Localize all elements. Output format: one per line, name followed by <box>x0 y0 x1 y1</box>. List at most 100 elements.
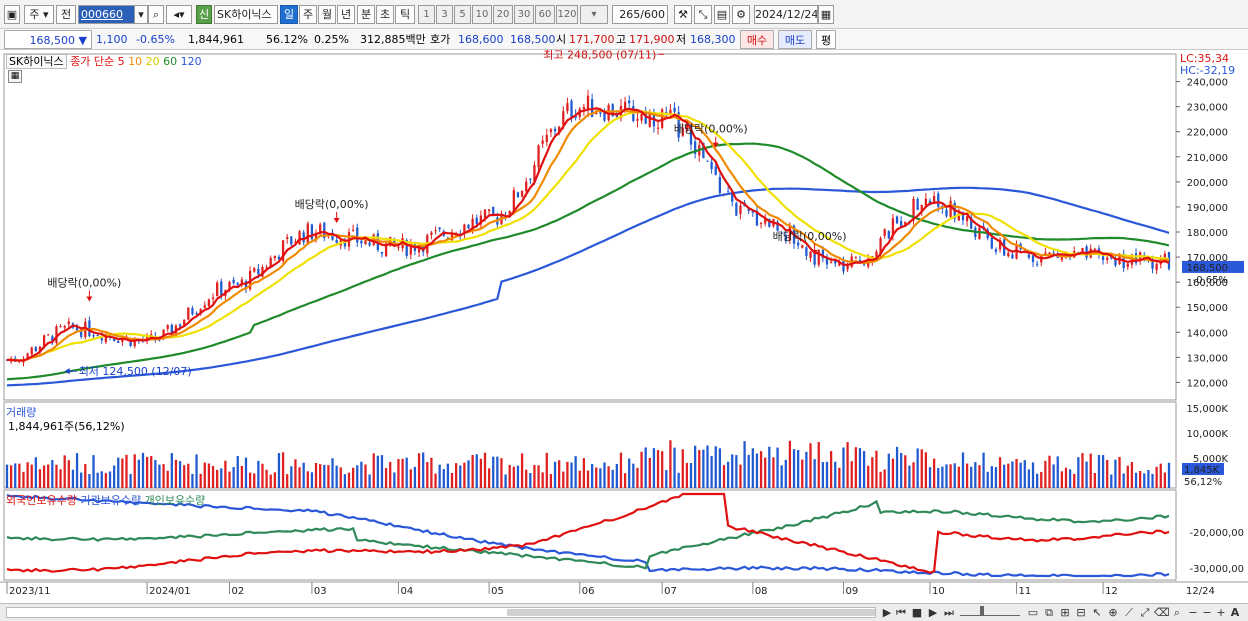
volume-bar <box>780 465 783 488</box>
interval-30[interactable]: 30 <box>514 5 534 24</box>
period-tick[interactable]: 틱 <box>395 5 415 24</box>
layout-4-icon[interactable]: ⊟ <box>1076 606 1086 619</box>
volume-bar <box>1040 471 1043 488</box>
code-dropdown-icon[interactable]: ▾ <box>134 5 148 24</box>
interval-input[interactable]: ▾ <box>580 5 608 24</box>
volume-bar <box>792 449 796 488</box>
holdings-y-tick: -20,000,00 <box>1189 528 1244 539</box>
buy-button[interactable]: 매수 <box>740 30 774 49</box>
volume-bar <box>949 464 952 488</box>
chart-area[interactable]: 240,000 230,000 220,000 210,000 200,000 190,0… <box>0 50 1248 603</box>
stop-icon[interactable]: ■ <box>911 606 923 619</box>
period-minute[interactable]: 분 <box>357 5 375 24</box>
zoom-slider-handle[interactable] <box>980 606 984 616</box>
volume-bar <box>599 468 602 488</box>
volume-bar <box>434 473 437 488</box>
volume-value: 1,844,961 <box>188 33 244 46</box>
volume-bar <box>294 459 297 488</box>
zoom-slider[interactable] <box>960 606 1020 616</box>
volume-bar <box>397 459 400 488</box>
candle-body <box>965 216 969 222</box>
forward-icon[interactable]: ⏭ <box>944 606 954 619</box>
draw-icon[interactable]: ⤡ <box>694 5 712 24</box>
layout-3-icon[interactable]: ⊞ <box>1060 606 1070 619</box>
play-icon[interactable]: ▶ <box>928 606 938 619</box>
volume-bar <box>862 451 866 488</box>
candle-body <box>1052 252 1055 254</box>
rewind-icon[interactable]: ⏮ <box>896 606 906 619</box>
candle-body <box>957 213 960 221</box>
magnify-icon[interactable]: ⌕ <box>1173 606 1181 619</box>
holdings-legend: 외국인보유수량 기관보유수량 개인보유수량 <box>6 492 205 508</box>
volume-bar <box>838 467 841 488</box>
interval-5[interactable]: 5 <box>454 5 471 24</box>
candle-body <box>879 238 882 254</box>
search-icon[interactable]: ⌕ <box>148 5 164 24</box>
eraser-icon[interactable]: ⌫ <box>1154 606 1170 619</box>
period-month[interactable]: 월 <box>318 5 336 24</box>
volume-bar <box>100 471 103 488</box>
period-week[interactable]: 주 <box>299 5 317 24</box>
tools-icon[interactable]: ⚒ <box>674 5 692 24</box>
layout-1-icon[interactable]: ▭ <box>1027 606 1039 619</box>
scroll-thumb[interactable] <box>507 609 875 616</box>
volume-bar <box>450 472 454 488</box>
volume-bar <box>549 474 553 488</box>
candle-body <box>265 267 268 269</box>
candle-body <box>1031 255 1035 263</box>
sell-button[interactable]: 매도 <box>778 30 812 49</box>
chart-menu-icon[interactable]: ▣ <box>4 5 20 24</box>
cursor-icon[interactable]: ↖ <box>1092 606 1102 619</box>
interval-10[interactable]: 10 <box>472 5 492 24</box>
line-icon[interactable]: ⟋ <box>1125 606 1133 619</box>
volume-bar <box>990 466 993 488</box>
speaker-icon[interactable]: ◂▾ <box>166 5 192 24</box>
volume-bar <box>562 471 565 488</box>
scroll-right-icon[interactable]: ▶ <box>882 606 892 619</box>
candle-body <box>302 232 305 243</box>
gear-icon[interactable]: ⚙ <box>732 5 750 24</box>
interval-3[interactable]: 3 <box>436 5 453 24</box>
candle-body <box>739 205 742 214</box>
date-input[interactable]: 2024/12/24 <box>754 5 818 24</box>
volume-bar <box>520 453 524 488</box>
chart-canvas[interactable]: 240,000 230,000 220,000 210,000 200,000 190,0… <box>0 50 1248 603</box>
layout-2-icon[interactable]: ⧉ <box>1045 606 1053 619</box>
period-second[interactable]: 초 <box>376 5 394 24</box>
volume-bar <box>875 450 878 488</box>
volume-bar <box>422 452 425 488</box>
interval-60[interactable]: 60 <box>535 5 555 24</box>
scroll-track[interactable] <box>6 607 876 618</box>
interval-120[interactable]: 120 <box>556 5 578 24</box>
candle-body <box>916 198 919 210</box>
candle-body <box>809 251 812 258</box>
prev-button[interactable]: 전 <box>56 5 76 24</box>
plus-icon[interactable]: + <box>1216 606 1226 619</box>
market-select[interactable]: 주 ▾ <box>24 5 54 24</box>
interval-20[interactable]: 20 <box>493 5 513 24</box>
zoom-out-icon[interactable]: − <box>1188 606 1198 619</box>
grid-toggle-icon[interactable]: ▦ <box>8 70 22 83</box>
candle-body <box>191 308 194 315</box>
save-icon[interactable]: ▤ <box>714 5 730 24</box>
candle-body <box>570 100 573 118</box>
font-a-icon[interactable]: A <box>1230 606 1240 619</box>
volume-bar <box>846 442 849 488</box>
period-year[interactable]: 년 <box>337 5 355 24</box>
interval-1[interactable]: 1 <box>418 5 435 24</box>
count-display[interactable]: 265/600 <box>612 5 668 24</box>
crosshair-icon[interactable]: ⊕ <box>1108 606 1118 619</box>
volume-bar <box>372 453 375 488</box>
trend-icon[interactable]: ⤢ <box>1140 606 1150 619</box>
volume-bar <box>586 470 590 488</box>
stock-code-input[interactable]: 000660 <box>78 5 136 24</box>
candle-body <box>438 227 441 230</box>
volume-bar <box>401 458 404 488</box>
volume-bar <box>224 460 227 488</box>
volume-bar <box>455 463 458 488</box>
eval-button[interactable]: 평 <box>816 30 836 49</box>
minus-icon[interactable]: − <box>1202 606 1212 619</box>
calendar-icon[interactable]: ▦ <box>818 5 834 24</box>
new-badge[interactable]: 신 <box>196 5 212 24</box>
period-day[interactable]: 일 <box>280 5 298 24</box>
